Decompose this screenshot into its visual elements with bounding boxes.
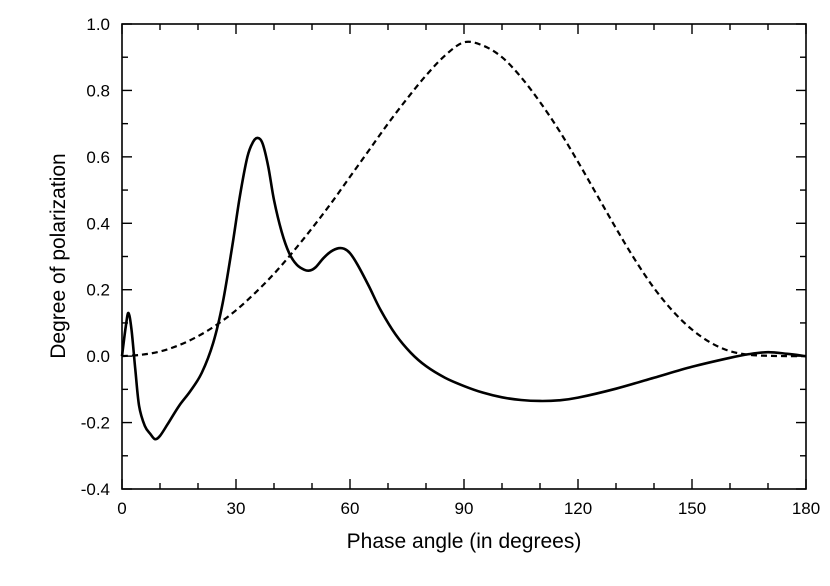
y-tick-label: 0.8 bbox=[86, 81, 110, 100]
plot-frame bbox=[121, 23, 807, 490]
y-tick-label: 0.4 bbox=[86, 214, 110, 233]
x-tick-label: 150 bbox=[678, 499, 706, 518]
y-tick-label: -0.4 bbox=[81, 480, 110, 499]
series-line-2-dashed bbox=[121, 40, 807, 358]
x-tick-label: 60 bbox=[341, 499, 360, 518]
x-tick-label: 120 bbox=[564, 499, 592, 518]
y-tick-label: -0.2 bbox=[81, 414, 110, 433]
x-tick-label: 90 bbox=[455, 499, 474, 518]
x-tick-label: 0 bbox=[117, 499, 126, 518]
x-tick-label: 30 bbox=[227, 499, 246, 518]
x-tick-label: 180 bbox=[792, 499, 820, 518]
axis-ticks: 0 30 60 90 120 150 180 -0.4 -0.2 0.0 0.2 0.4 0.6 0.8 1… bbox=[81, 15, 820, 518]
y-tick-label: 0.0 bbox=[86, 347, 110, 366]
y-tick-label: 1.0 bbox=[86, 15, 110, 34]
y-tick-label: 0.2 bbox=[86, 281, 110, 300]
y-axis-title: Degree of polarization bbox=[47, 153, 70, 358]
plot-area bbox=[120, 40, 807, 441]
x-axis-title: Phase angle (in degrees) bbox=[347, 530, 582, 553]
y-tick-label: 0.6 bbox=[86, 148, 110, 167]
series-line-1-solid bbox=[120, 136, 807, 441]
